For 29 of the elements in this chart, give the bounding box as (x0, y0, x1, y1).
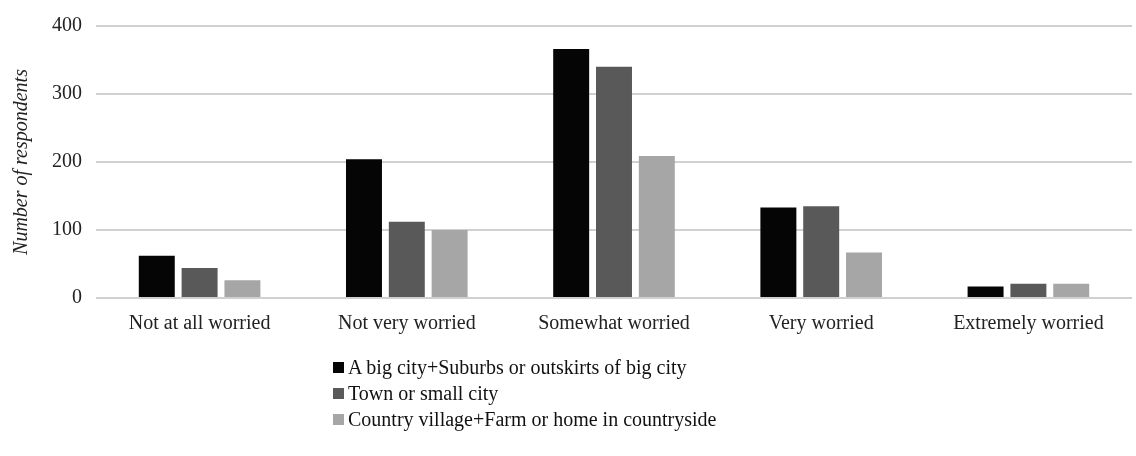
bar (760, 207, 797, 297)
bar (224, 280, 261, 297)
y-tick-label: 400 (52, 13, 82, 36)
bar (846, 252, 883, 297)
x-tick-label: Not very worried (337, 311, 476, 335)
y-tick-label: 0 (72, 285, 82, 308)
y-tick-label: 100 (52, 217, 82, 240)
legend-label: Country village+Farm or home in countryside (348, 407, 717, 432)
bar (138, 255, 175, 297)
x-tick-label: Very worried (768, 311, 874, 335)
bar (638, 155, 675, 297)
bar (1010, 283, 1047, 297)
legend-label: Town or small city (348, 381, 499, 406)
y-axis-title: Number of respondents (9, 68, 33, 256)
bar (181, 268, 218, 297)
bar (553, 49, 590, 297)
y-tick-label: 300 (52, 81, 82, 104)
bar (345, 159, 382, 297)
x-tick-label: Somewhat worried (538, 311, 690, 334)
bar (596, 66, 632, 297)
bar (803, 206, 840, 297)
y-tick-label: 200 (52, 149, 82, 172)
bar (388, 221, 425, 297)
x-tick-label: Not at all worried (128, 311, 271, 334)
bar (431, 230, 468, 297)
bar (1053, 283, 1090, 297)
legend-label: A big city+Suburbs or outskirts of big city (348, 355, 687, 380)
bar (967, 286, 1004, 297)
x-tick-label: Extremely worried (953, 311, 1104, 335)
